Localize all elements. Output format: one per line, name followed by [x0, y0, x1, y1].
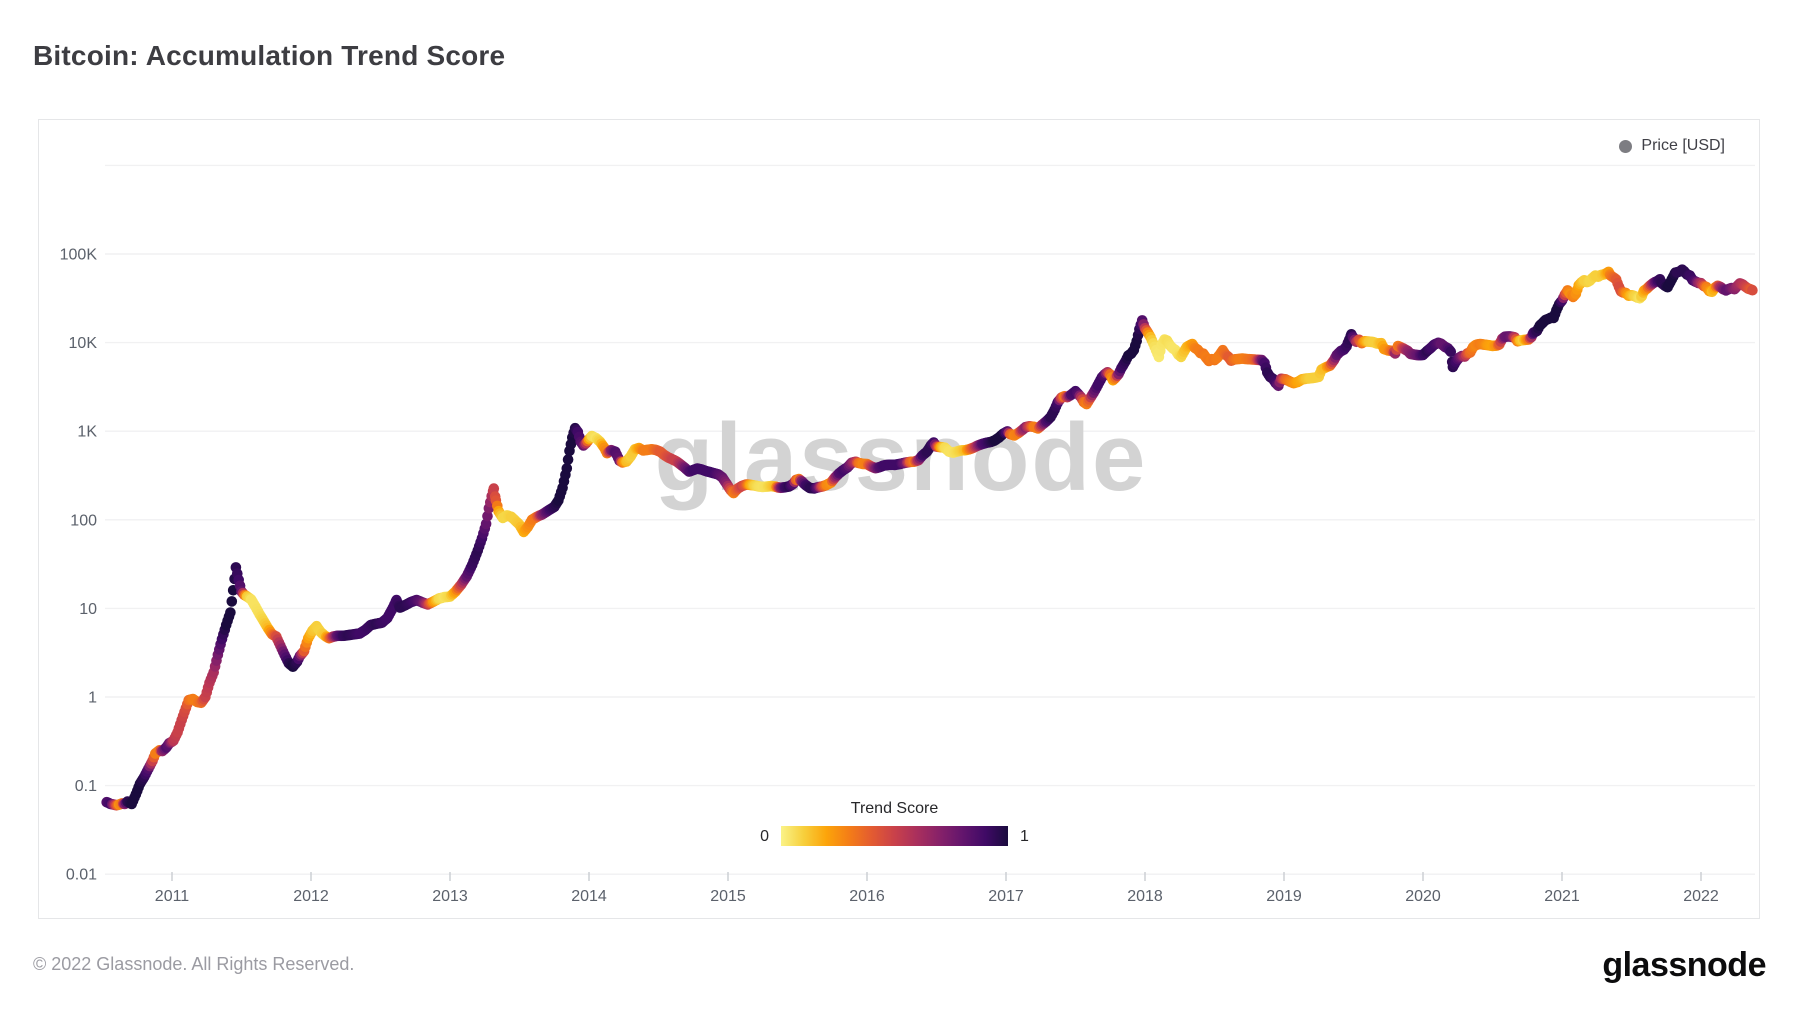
- price-point: [225, 607, 236, 618]
- page-title: Bitcoin: Accumulation Trend Score: [33, 40, 506, 71]
- chart-card: 100K 10K 1K 100 10 1 0.1 0.01 2011 2012 2013 2014 20…: [38, 119, 1760, 919]
- x-axis-tick-label: 2013: [432, 888, 468, 905]
- x-axis-tick-label: 2011: [155, 888, 190, 905]
- x-axis-tick-label: 2016: [849, 888, 885, 905]
- glassnode-logo[interactable]: glassnode: [1602, 946, 1766, 984]
- x-axis-tick-label: 2012: [293, 888, 329, 905]
- trend-score-colorbar: [781, 826, 1008, 846]
- y-axis-tick-label: 0.01: [66, 867, 97, 884]
- footer-copyright: © 2022 Glassnode. All Rights Reserved.: [33, 954, 355, 974]
- x-axis: 2011 2012 2013 2014 2015 2016 2017 2018 2019 2020…: [155, 872, 1719, 905]
- y-axis-tick-label: 0.1: [75, 778, 97, 795]
- x-axis-tick-label: 2017: [988, 888, 1024, 905]
- x-axis-tick-label: 2020: [1405, 888, 1441, 905]
- price-point: [562, 454, 574, 465]
- y-axis-tick-label: 100K: [60, 247, 98, 264]
- series-legend-label: Price [USD]: [1641, 137, 1725, 154]
- price-point: [1747, 284, 1758, 296]
- y-axis: 100K 10K 1K 100 10 1 0.1 0.01: [60, 247, 98, 884]
- series-legend-price[interactable]: Price [USD]: [1619, 137, 1725, 155]
- y-axis-tick-label: 1: [88, 690, 97, 707]
- x-axis-tick-label: 2018: [1127, 888, 1163, 905]
- x-axis-tick-label: 2015: [710, 888, 746, 905]
- price-point: [561, 463, 573, 474]
- y-axis-tick-label: 1K: [77, 424, 97, 441]
- price-point: [488, 483, 500, 494]
- trend-score-legend-title: Trend Score: [850, 800, 939, 817]
- trend-score-max-label: 1: [1020, 828, 1029, 845]
- x-axis-tick-label: 2021: [1544, 888, 1580, 905]
- y-axis-tick-label: 10K: [69, 335, 98, 352]
- price-point: [226, 596, 238, 607]
- trend-score-min-label: 0: [760, 828, 769, 845]
- price-series[interactable]: [101, 264, 1758, 811]
- x-axis-tick-label: 2022: [1683, 888, 1719, 905]
- y-axis-tick-label: 100: [70, 512, 97, 529]
- series-dot-icon: [1619, 139, 1633, 153]
- gridlines: [105, 164, 1755, 875]
- x-axis-tick-label: 2014: [571, 888, 607, 905]
- x-axis-tick-label: 2019: [1266, 888, 1302, 905]
- y-axis-tick-label: 10: [79, 601, 97, 618]
- price-point: [1445, 346, 1457, 357]
